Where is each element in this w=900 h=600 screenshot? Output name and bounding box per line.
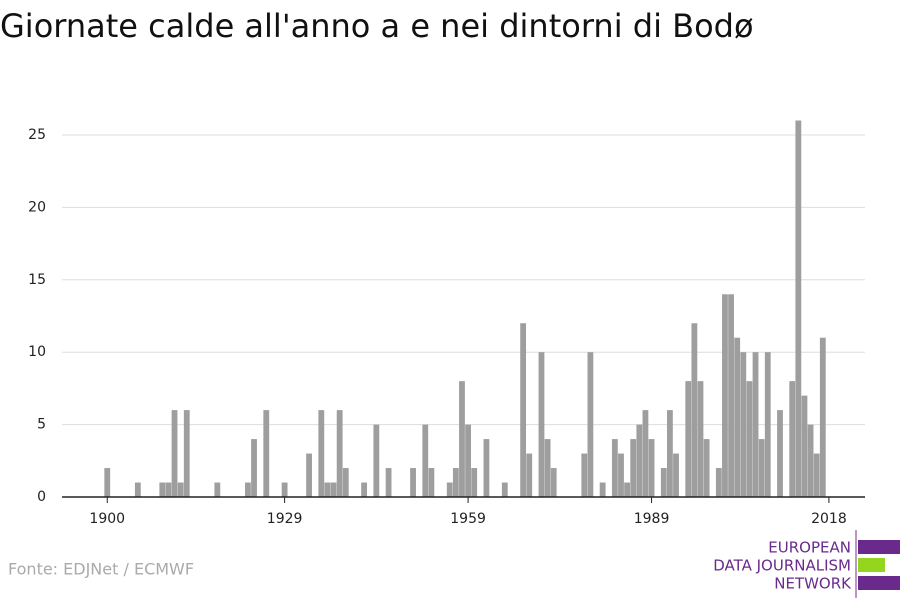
bar xyxy=(459,381,465,497)
bar xyxy=(715,468,722,497)
bar xyxy=(740,352,747,497)
bar xyxy=(544,439,551,497)
bar xyxy=(795,120,802,497)
x-tick-label: 1900 xyxy=(89,511,125,527)
bar xyxy=(691,323,698,497)
bar xyxy=(618,453,624,497)
bar xyxy=(281,482,288,497)
bar xyxy=(777,410,783,497)
bar xyxy=(318,410,325,497)
bar xyxy=(410,468,416,497)
bar xyxy=(819,337,826,497)
y-tick-label: 5 xyxy=(37,417,46,433)
logo-bar xyxy=(858,540,900,554)
y-tick-label: 0 xyxy=(37,489,46,505)
bar xyxy=(520,323,527,497)
bar xyxy=(134,482,141,497)
bar xyxy=(526,453,533,497)
bar xyxy=(660,468,667,497)
y-tick-label: 10 xyxy=(28,344,46,360)
bar xyxy=(630,439,637,497)
bar xyxy=(758,439,765,497)
bar xyxy=(789,381,796,497)
x-tick-label: 1929 xyxy=(267,511,303,527)
bar xyxy=(263,410,270,497)
bar xyxy=(422,424,429,497)
y-tick-label: 15 xyxy=(28,272,46,288)
bar xyxy=(373,424,380,497)
y-tick-label: 25 xyxy=(28,127,46,143)
bar xyxy=(697,381,704,497)
bar xyxy=(171,410,178,497)
bar xyxy=(599,482,606,497)
logo-bar xyxy=(858,576,900,590)
bar xyxy=(471,468,478,497)
bar xyxy=(104,468,111,497)
x-tick-label: 1959 xyxy=(450,511,486,527)
bar xyxy=(734,337,741,497)
bar xyxy=(648,439,655,497)
bar xyxy=(728,294,734,497)
bar xyxy=(667,410,673,497)
bar xyxy=(538,352,545,497)
bar xyxy=(685,381,692,497)
bar xyxy=(807,424,814,497)
logo-text: NETWORK xyxy=(774,575,852,593)
bar xyxy=(673,453,679,497)
bar xyxy=(764,352,771,497)
bar xyxy=(550,468,557,497)
y-tick-label: 20 xyxy=(28,199,46,215)
bar xyxy=(159,482,166,497)
bar xyxy=(245,482,251,497)
bar xyxy=(342,468,349,497)
logo-text: EUROPEAN xyxy=(768,539,851,557)
source: Fonte: EDJNet / ECMWF xyxy=(8,560,194,579)
bar xyxy=(501,482,508,497)
bar xyxy=(306,453,312,497)
x-tick-label: 2018 xyxy=(811,511,847,527)
bar xyxy=(361,482,368,497)
bar xyxy=(465,424,471,497)
bar xyxy=(183,410,190,497)
bar xyxy=(813,453,820,497)
bar xyxy=(746,381,753,497)
bar xyxy=(330,482,337,497)
bar xyxy=(624,482,631,497)
x-tick-label: 1989 xyxy=(634,511,670,527)
bar xyxy=(587,352,594,497)
bar xyxy=(336,410,343,497)
bar xyxy=(636,424,643,497)
logo-bar xyxy=(858,558,885,572)
bar xyxy=(452,468,459,497)
bar xyxy=(581,453,588,497)
logo-text: DATA JOURNALISM xyxy=(713,557,851,575)
bar xyxy=(611,439,618,497)
bar xyxy=(251,439,257,497)
bar xyxy=(324,482,331,497)
bar xyxy=(752,352,759,497)
bar xyxy=(722,294,728,497)
bar xyxy=(483,439,490,497)
bar xyxy=(165,482,172,497)
bar xyxy=(385,468,392,497)
bar xyxy=(177,482,184,497)
bar xyxy=(801,395,808,497)
chart-title: Giornate calde all'anno a e nei dintorni… xyxy=(0,7,754,45)
bar xyxy=(446,482,453,497)
bar xyxy=(214,482,221,497)
bar xyxy=(428,468,435,497)
bar xyxy=(703,439,710,497)
bar xyxy=(642,410,649,497)
